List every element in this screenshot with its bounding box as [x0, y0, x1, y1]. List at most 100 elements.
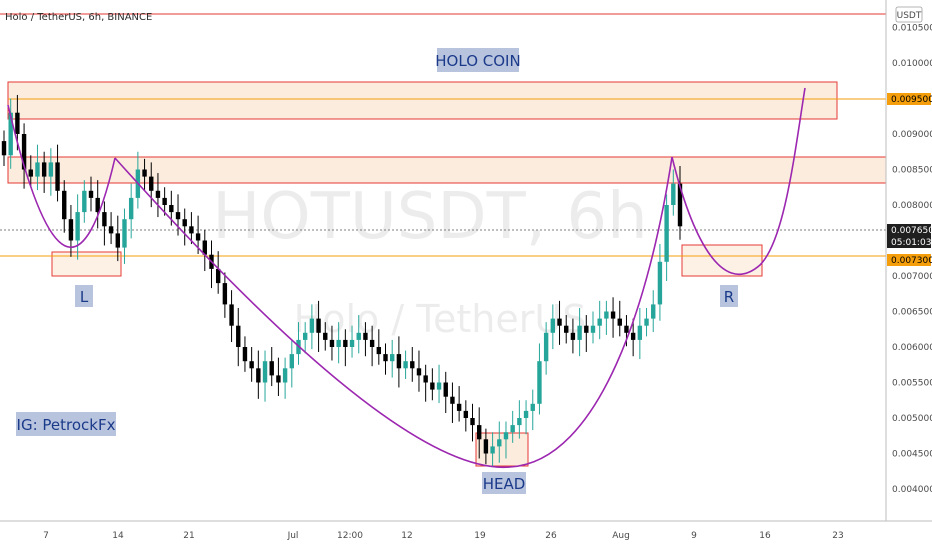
candle-body[interactable] [369, 339, 375, 347]
candle-body[interactable] [202, 240, 207, 255]
candle-body[interactable] [564, 325, 569, 333]
candle-body[interactable] [383, 354, 388, 362]
candle-body[interactable] [637, 325, 643, 340]
candle-body[interactable] [657, 261, 663, 305]
label-ig[interactable]: IG: PetrockFx [16, 412, 116, 436]
candle-body[interactable] [195, 233, 201, 241]
candle-body[interactable] [483, 439, 489, 454]
candle-body[interactable] [436, 382, 442, 390]
candle-body[interactable] [269, 361, 274, 376]
candle-body[interactable] [477, 425, 482, 440]
candle-body[interactable] [450, 396, 455, 404]
candle-body[interactable] [403, 361, 408, 369]
candle-body[interactable] [309, 318, 315, 333]
candle-body[interactable] [62, 190, 67, 220]
candle-body[interactable] [55, 162, 60, 191]
candle-body[interactable] [530, 403, 535, 411]
candle-body[interactable] [604, 311, 609, 319]
candle-body[interactable] [610, 311, 616, 319]
candle-body[interactable] [329, 339, 335, 347]
candle-body[interactable] [41, 162, 47, 177]
candle-body[interactable] [169, 205, 174, 213]
candle-body[interactable] [175, 212, 181, 220]
candle-body[interactable] [88, 190, 94, 198]
candle-body[interactable] [470, 418, 475, 426]
candle-body[interactable] [443, 382, 448, 397]
candle-body[interactable] [149, 176, 154, 191]
candle-body[interactable] [584, 325, 589, 333]
candle-body[interactable] [523, 410, 529, 418]
candle-body[interactable] [416, 368, 422, 376]
candle-body[interactable] [249, 361, 254, 369]
candle-body[interactable] [276, 375, 281, 383]
candle-body[interactable] [21, 134, 27, 170]
right-shoulder-box[interactable] [681, 244, 763, 277]
candle-body[interactable] [503, 432, 509, 440]
head-curve[interactable] [114, 156, 673, 468]
candle-body[interactable] [282, 368, 288, 383]
candle-body[interactable] [389, 354, 395, 362]
candle-body[interactable] [651, 304, 656, 319]
candle-body[interactable] [671, 183, 676, 205]
candle-body[interactable] [222, 283, 228, 305]
candle-body[interactable] [82, 190, 87, 213]
label-holo-coin[interactable]: HOLO COIN [435, 48, 521, 72]
candle-body[interactable] [262, 361, 268, 383]
candle-body[interactable] [577, 325, 582, 340]
candle-body[interactable] [122, 219, 127, 248]
candle-body[interactable] [323, 332, 328, 340]
candle-body[interactable] [95, 197, 100, 213]
candle-body[interactable] [215, 268, 221, 284]
candle-body[interactable] [570, 332, 576, 340]
candle-body[interactable] [102, 212, 107, 227]
candle-body[interactable] [597, 318, 602, 326]
candle-body[interactable] [517, 418, 522, 426]
candle-body[interactable] [256, 368, 261, 383]
candle-body[interactable] [376, 347, 382, 355]
candle-body[interactable] [128, 197, 134, 220]
candle-body[interactable] [550, 318, 556, 333]
candle-body[interactable] [48, 162, 54, 177]
candle-body[interactable] [490, 446, 495, 454]
candle-body[interactable] [108, 226, 114, 234]
label-r[interactable]: R [720, 285, 738, 307]
candle-body[interactable] [497, 439, 502, 447]
candle-body[interactable] [396, 354, 402, 369]
label-l[interactable]: L [75, 285, 93, 307]
candle-body[interactable] [557, 318, 562, 326]
candle-body[interactable] [617, 318, 622, 326]
candle-body[interactable] [537, 361, 542, 404]
currency-badge[interactable]: USDT [895, 6, 923, 23]
candle-body[interactable] [35, 162, 40, 177]
candle-body[interactable] [430, 382, 435, 390]
candle-body[interactable] [590, 325, 596, 333]
candle-body[interactable] [456, 403, 462, 411]
candle-body[interactable] [182, 219, 187, 227]
candle-body[interactable] [142, 169, 147, 177]
candle-body[interactable] [75, 212, 80, 241]
candle-body[interactable] [302, 332, 308, 340]
candle-body[interactable] [543, 332, 549, 362]
candle-body[interactable] [115, 233, 120, 248]
right-shoulder-curve[interactable] [671, 87, 806, 276]
candle-body[interactable] [189, 226, 194, 234]
candle-body[interactable] [289, 354, 295, 369]
left-shoulder-curve[interactable] [7, 104, 116, 248]
candle-body[interactable] [242, 347, 248, 362]
candle-body[interactable] [363, 332, 368, 340]
candle-body[interactable] [343, 339, 348, 347]
candle-body[interactable] [68, 219, 74, 241]
candle-body[interactable] [28, 169, 33, 177]
candle-body[interactable] [423, 375, 428, 383]
resistance-zone-middle[interactable] [7, 156, 887, 184]
candle-body[interactable] [410, 361, 415, 369]
candle-body[interactable] [8, 112, 13, 156]
candle-body[interactable] [664, 205, 669, 262]
candle-body[interactable] [15, 112, 20, 134]
candle-body[interactable] [630, 332, 636, 340]
candle-body[interactable] [229, 304, 234, 326]
candle-body[interactable] [644, 318, 649, 326]
candle-body[interactable] [316, 318, 321, 333]
candle-body[interactable] [336, 339, 341, 347]
